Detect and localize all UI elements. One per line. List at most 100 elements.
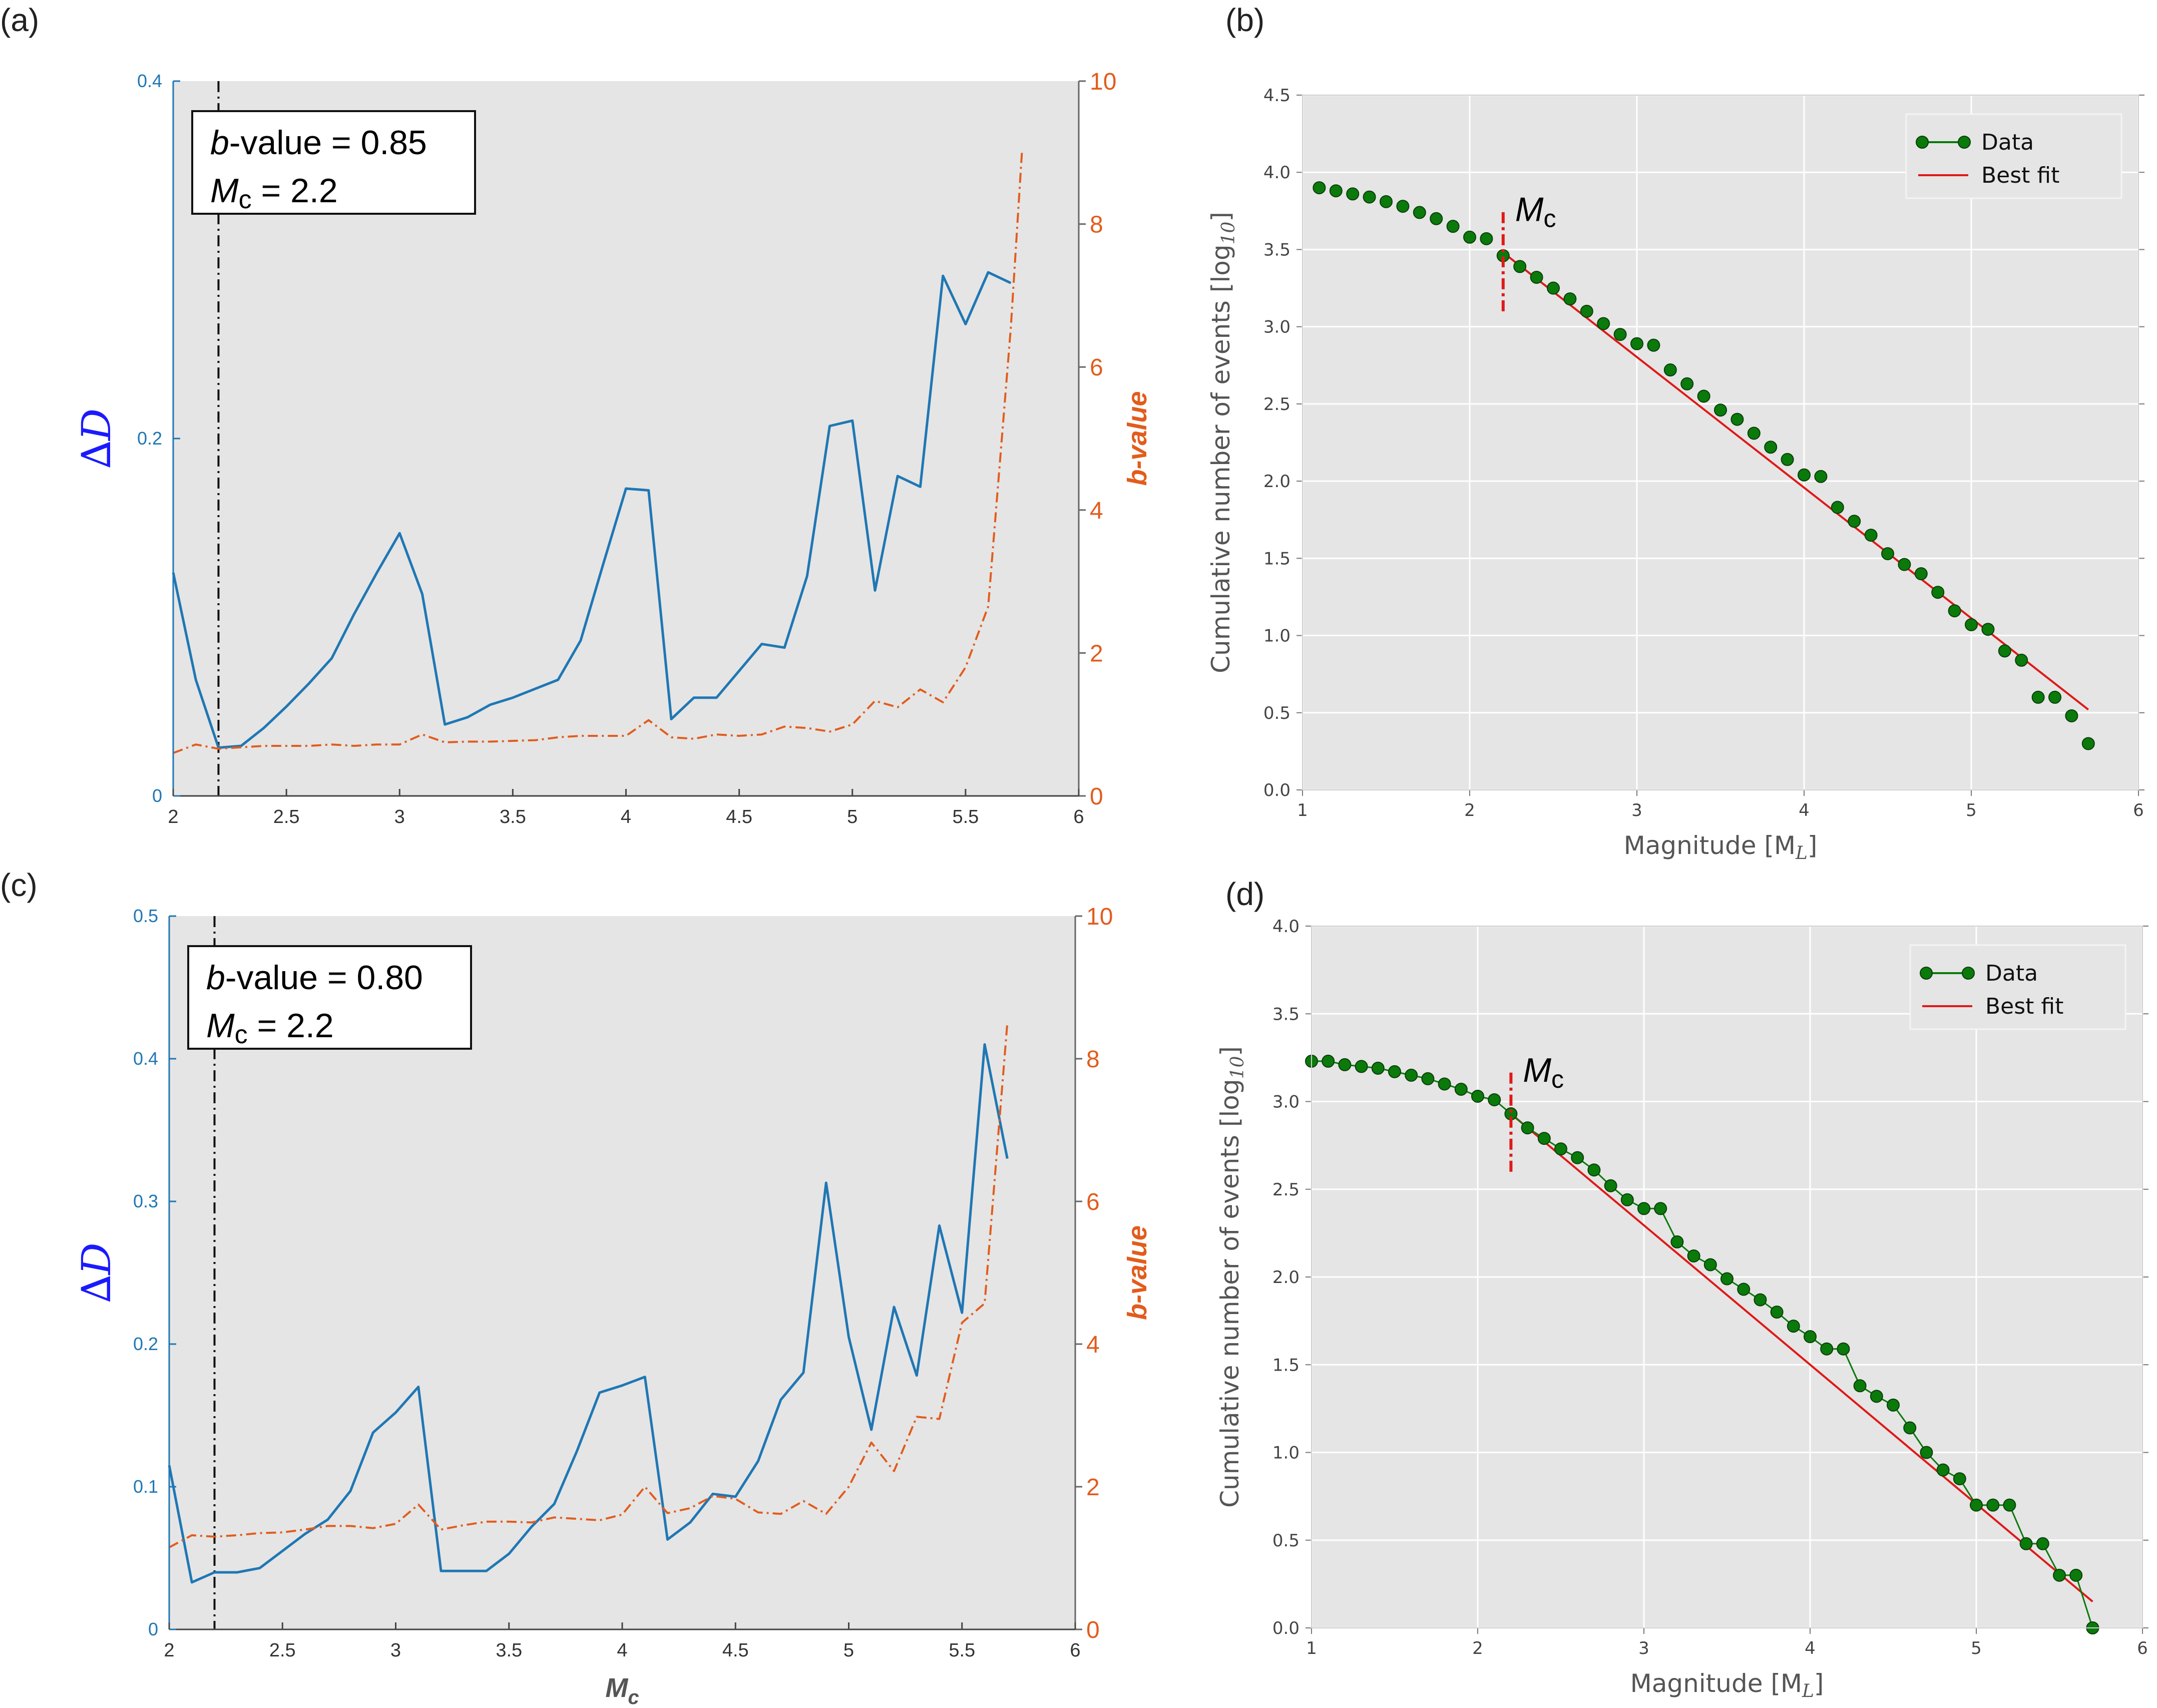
- right-tick-label: 6: [1086, 1189, 1100, 1215]
- x-tick-label: 5: [1971, 1638, 1982, 1658]
- legend-data-marker: [1962, 967, 1975, 980]
- left-tick-label: 0: [148, 1619, 158, 1639]
- data-point: [1630, 337, 1643, 350]
- legend-box: [1905, 113, 2122, 199]
- data-point: [1870, 1390, 1883, 1403]
- x-tick-label: 3: [1631, 800, 1642, 820]
- x-tick-label: 3.5: [496, 1640, 522, 1661]
- data-point: [1898, 558, 1911, 571]
- data-point: [1480, 232, 1493, 245]
- data-point: [2048, 690, 2061, 704]
- x-tick-label: 4.5: [726, 806, 752, 827]
- y-tick-label: 3.0: [1263, 317, 1290, 337]
- data-point: [1463, 230, 1476, 244]
- right-tick-label: 10: [1090, 69, 1116, 95]
- best-fit-line: [1510, 1113, 2093, 1602]
- data-point: [1831, 501, 1844, 514]
- data-point: [1329, 184, 1343, 198]
- data-point: [1764, 441, 1778, 454]
- data-point: [1446, 220, 1460, 233]
- x-tick-label: 3: [1638, 1638, 1649, 1658]
- x-tick-label: 2: [168, 806, 178, 827]
- annotation-mc: Mc = 2.2: [210, 172, 338, 214]
- y-tick-label: 4.0: [1263, 163, 1290, 183]
- right-tick-label: 4: [1090, 498, 1103, 524]
- annotation-mc-prefix: M: [210, 172, 239, 210]
- x-axis-label-sub: L: [1802, 1681, 1814, 1701]
- data-point: [1981, 623, 1995, 636]
- y-axis-label: Cumulative number of events [log10]: [1206, 212, 1239, 673]
- data-point: [1948, 604, 1961, 618]
- data-point: [1820, 1342, 1834, 1356]
- y-axis-label-sub: 10: [1227, 1056, 1248, 1079]
- legend-data-marker: [1958, 136, 1971, 149]
- data-point: [1597, 317, 1610, 330]
- data-point: [1521, 1121, 1534, 1135]
- legend-label-data: Data: [1981, 130, 2034, 155]
- x-tick-label: 6: [1073, 806, 1084, 827]
- right-axis-label: b-value: [1122, 391, 1152, 486]
- data-point: [2019, 1537, 2033, 1550]
- data-point: [1931, 586, 1945, 599]
- y-tick-label: 3.0: [1272, 1092, 1300, 1112]
- annotation-b-rest: -value = 0.85: [229, 124, 427, 162]
- x-tick-label: 1: [1306, 1638, 1317, 1658]
- data-point: [1770, 1306, 1784, 1319]
- mc-label: Mc: [1515, 190, 1556, 232]
- data-point: [2015, 653, 2028, 667]
- left-tick-label: 0.1: [133, 1476, 158, 1497]
- delta-d-line: [172, 271, 1012, 749]
- x-tick-label: 4: [1805, 1638, 1816, 1658]
- y-axis-label-end: ]: [1206, 212, 1235, 222]
- y-tick-label: 2.5: [1272, 1180, 1300, 1200]
- x-tick-label: 4: [617, 1640, 627, 1661]
- data-point: [1986, 1498, 2000, 1512]
- left-tick-label: 0.2: [137, 428, 162, 449]
- data-point: [1920, 1446, 1933, 1459]
- data-point: [1737, 1283, 1751, 1296]
- y-tick-label: 2.0: [1272, 1267, 1300, 1288]
- data-point: [1363, 190, 1376, 204]
- data-point: [1620, 1193, 1634, 1206]
- right-tick-label: 6: [1090, 354, 1103, 381]
- data-point: [1714, 403, 1727, 417]
- y-tick-label: 3.5: [1263, 240, 1290, 260]
- data-point: [1554, 1142, 1567, 1156]
- y-tick-label: 3.5: [1272, 1004, 1300, 1024]
- data-point: [1687, 1249, 1700, 1262]
- data-point: [1837, 1342, 1850, 1356]
- y-axis-label-main: Cumulative number of events [log: [1206, 244, 1235, 673]
- data-point: [1903, 1421, 1917, 1435]
- data-point: [1587, 1163, 1601, 1177]
- annotation-b-value: b-value = 0.85: [210, 124, 427, 162]
- data-point: [1720, 1272, 1734, 1286]
- x-tick-label: 6: [2133, 800, 2144, 820]
- right-tick-label: 2: [1090, 640, 1103, 667]
- left-tick-label: 0.4: [137, 71, 162, 91]
- left-axis-label: ∆D: [73, 408, 120, 469]
- y-tick-label: 0.0: [1263, 780, 1290, 800]
- x-axis-label-sub: L: [1795, 843, 1808, 864]
- y-axis-label-main: Cumulative number of events [log: [1215, 1079, 1244, 1507]
- y-tick-label: 4.0: [1272, 917, 1300, 937]
- annotation-b-prefix: b: [210, 124, 229, 162]
- x-axis-label-end: ]: [1808, 831, 1818, 860]
- annotation-mc-rest: = 2.2: [248, 1007, 334, 1045]
- x-tick-label: 4: [621, 806, 631, 827]
- x-axis-label-end: ]: [1814, 1669, 1824, 1698]
- data-point: [1604, 1179, 1617, 1192]
- x-tick-label: 2.5: [269, 1640, 296, 1661]
- panel-label: (a): [0, 2, 39, 38]
- right-tick-label: 0: [1086, 1617, 1100, 1643]
- y-tick-label: 0.5: [1272, 1531, 1300, 1551]
- x-tick-label: 5.5: [949, 1640, 975, 1661]
- mc-label: Mc: [1523, 1051, 1564, 1093]
- annotation-b-prefix: b: [206, 959, 225, 997]
- panel-label: (b): [1225, 2, 1264, 38]
- data-point: [2081, 737, 2095, 750]
- data-point: [1953, 1472, 1966, 1486]
- panel-d: (d) 0.0 0.5 1.0 1.5 2.0 2.5 3.0 3.5 4.0 1 2 3 4 5 6 Mc Da…: [1215, 876, 2148, 1701]
- data-point: [1530, 270, 1543, 284]
